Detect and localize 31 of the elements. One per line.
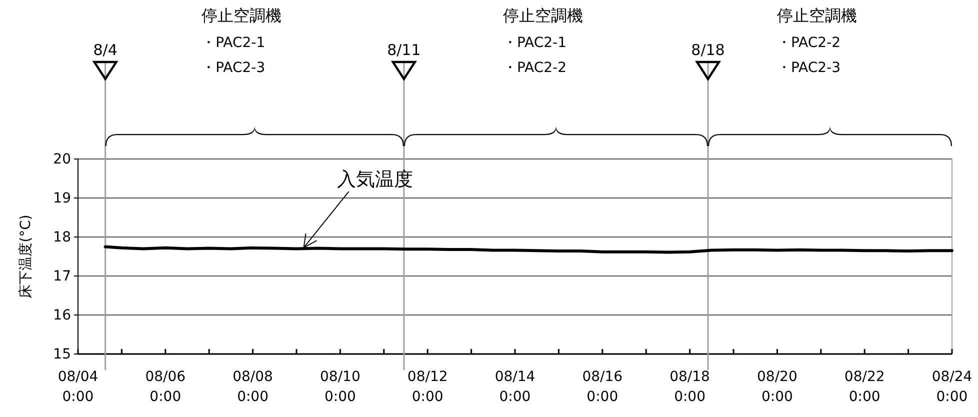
ref-line-label: 8/4 [93, 41, 118, 59]
text: ・PAC2-1 [202, 35, 266, 51]
x-tick-label: 08/08 0:00 [232, 369, 273, 405]
text: ・PAC2-2 [777, 35, 841, 51]
y-tick-label: 16 [53, 307, 72, 324]
text: ・PAC2-2 [502, 60, 566, 76]
text: ・PAC2-3 [202, 60, 266, 76]
y-tick-label: 18 [53, 229, 71, 246]
y-tick-label: 19 [53, 190, 71, 206]
x-tick-label: 08/16 0:00 [582, 369, 623, 405]
text: 停止空調機 [777, 6, 858, 25]
x-tick-label: 08/18 0:00 [670, 369, 710, 405]
ref-line-label: 8/11 [387, 41, 421, 59]
x-tick-label: 08/22 0:00 [844, 369, 885, 405]
x-tick-label: 08/04 0:00 [58, 369, 98, 405]
y-tick-label: 20 [53, 151, 71, 168]
x-tick-label: 08/06 0:00 [145, 369, 186, 405]
x-tick-label: 08/14 0:00 [494, 369, 536, 405]
ref-line-label: 8/18 [691, 41, 725, 59]
x-tick-label: 08/12 0:00 [407, 369, 448, 405]
text: ・PAC2-3 [777, 60, 841, 76]
x-tick-label: 08/24 0:00 [932, 369, 972, 405]
x-tick-label: 08/10 0:00 [320, 369, 360, 405]
y-tick-label: 17 [53, 268, 71, 284]
x-tick-label: 08/20 0:00 [757, 369, 798, 405]
text: 停止空調機 [502, 6, 583, 25]
text: ・PAC2-1 [502, 35, 566, 51]
text: 停止空調機 [202, 6, 282, 25]
y-tick-label: 15 [53, 346, 71, 362]
y-axis-title: 床下温度(°C) [18, 214, 34, 298]
annotation: 入気温度 [336, 168, 413, 191]
